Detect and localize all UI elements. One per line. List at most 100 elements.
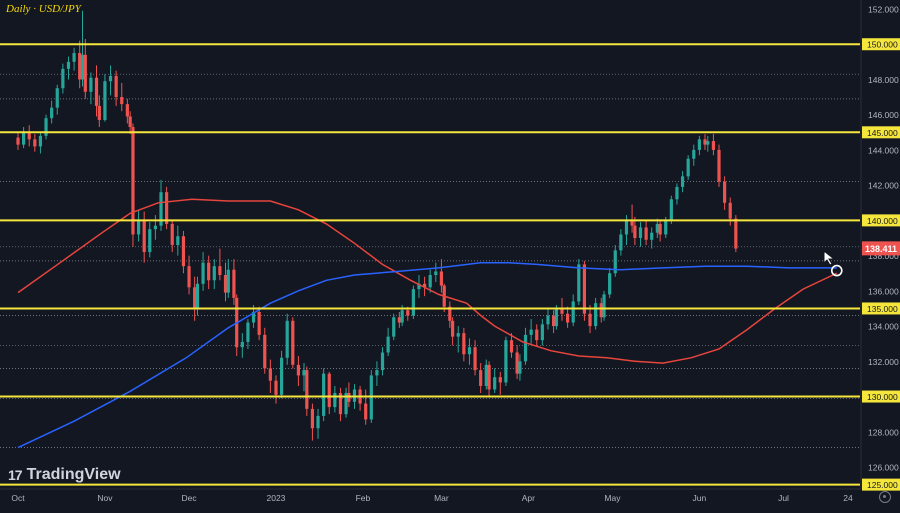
candle-body: [650, 232, 654, 240]
candle-body: [599, 303, 603, 318]
candle-body: [638, 227, 643, 238]
candle-body: [268, 368, 272, 381]
candle-body: [588, 313, 592, 327]
chart-title: Daily · USD/JPY: [6, 3, 81, 15]
sr-price-tag: [862, 302, 900, 315]
x-tick-label: 24: [843, 493, 853, 503]
candle-body: [285, 320, 289, 358]
time-axis[interactable]: [0, 489, 861, 508]
candle-body: [560, 308, 564, 314]
settings-icon[interactable]: [879, 491, 891, 503]
y-tick-label: 148.000: [868, 75, 899, 85]
candle-body: [515, 352, 519, 374]
candle-body: [493, 377, 497, 390]
candle-body: [723, 181, 727, 203]
candle-body: [565, 313, 570, 323]
candle-body: [692, 149, 696, 159]
candle-body: [644, 227, 648, 240]
candle-body: [108, 75, 113, 82]
candle-body: [223, 274, 228, 293]
candle-body: [263, 334, 267, 369]
candle-body: [136, 220, 141, 235]
candle-body: [535, 329, 539, 341]
y-tick-label: 134.000: [868, 322, 899, 332]
candle-body: [434, 271, 438, 275]
candle-body: [120, 97, 124, 105]
candle-body: [61, 68, 65, 89]
candle-body: [619, 234, 623, 251]
candle-body: [66, 61, 71, 69]
x-tick-label: May: [604, 493, 621, 503]
candle-body: [165, 192, 169, 224]
candle-body: [302, 370, 306, 376]
sr-price-label: 150.000: [867, 40, 898, 50]
candle-body: [327, 373, 331, 408]
candle-body: [170, 223, 174, 246]
candle-body: [734, 218, 738, 249]
y-tick-label: 142.000: [868, 181, 899, 191]
candle-body: [279, 357, 284, 395]
y-tick-label: 152.000: [868, 5, 899, 15]
candle-body: [386, 336, 390, 353]
x-tick-label: 2023: [267, 493, 286, 503]
candle-body: [181, 236, 186, 267]
x-tick-label: Nov: [97, 493, 113, 503]
watermark-text: TradingView: [26, 466, 121, 483]
candle-body: [551, 315, 556, 327]
candle-body: [274, 380, 278, 395]
candle-body: [582, 264, 587, 314]
candle-body: [333, 393, 337, 408]
candle-body: [159, 192, 163, 226]
candle-body: [193, 287, 197, 309]
sr-price-tag: [862, 214, 900, 227]
candle-body: [397, 317, 401, 323]
candle-body: [344, 393, 348, 415]
circle-marker-icon: [830, 264, 843, 277]
candle-body: [33, 139, 37, 147]
candle-body: [473, 347, 477, 371]
candle-body: [571, 301, 575, 323]
candle-body: [462, 333, 466, 355]
candle-body: [212, 266, 216, 281]
candle-body: [633, 225, 637, 238]
candle-body: [728, 202, 732, 219]
candle-body: [675, 186, 679, 200]
y-tick-label: 138.000: [868, 251, 899, 261]
candle-body: [711, 141, 716, 150]
candle-body: [706, 141, 710, 145]
candle-body: [305, 370, 309, 409]
sr-price-tag: [862, 126, 900, 139]
candle-body: [89, 77, 93, 92]
candle-body: [428, 274, 432, 288]
candle-body: [97, 105, 101, 120]
candle-body: [176, 236, 180, 246]
sr-price-label: 130.000: [867, 392, 898, 402]
candle-body: [246, 322, 250, 342]
candle-body: [594, 303, 598, 327]
candle-body: [703, 139, 707, 145]
candle-body: [153, 225, 157, 230]
candle-body: [717, 149, 721, 182]
candle-body: [218, 266, 222, 275]
tradingview-watermark: 17 TradingView: [8, 466, 121, 484]
candle-body: [479, 370, 483, 386]
last-price-label: 138.411: [865, 244, 897, 254]
candle-body: [226, 269, 230, 293]
x-tick-label: Oct: [11, 493, 25, 503]
candle-body: [529, 329, 533, 335]
cursor-arrow-icon: [823, 250, 836, 266]
sr-price-label: 125.000: [867, 480, 898, 490]
candle-body: [602, 294, 606, 318]
y-tick-label: 132.000: [868, 357, 899, 367]
candle-body: [487, 364, 491, 390]
candle-body: [448, 306, 452, 321]
candle-body: [55, 88, 59, 108]
x-tick-label: Apr: [522, 493, 535, 503]
candle-body: [518, 361, 522, 374]
x-tick-label: Jun: [693, 493, 707, 503]
candle-body: [484, 364, 488, 386]
x-tick-label: Jul: [778, 493, 789, 503]
